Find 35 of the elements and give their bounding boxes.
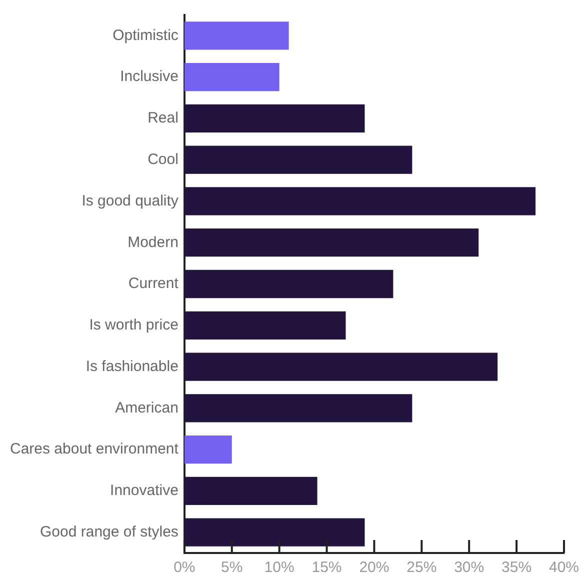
y-tick-label: Optimistic [112, 26, 179, 44]
y-tick-label: Cool [148, 150, 178, 168]
bar [184, 63, 280, 92]
bar [184, 352, 498, 381]
bar [184, 270, 394, 298]
bar [184, 476, 318, 505]
y-tick-label: Modern [128, 234, 178, 251]
bar [184, 187, 536, 216]
x-tick-label: 0% [174, 559, 196, 576]
y-tick-label: Innovative [110, 482, 178, 500]
bar [184, 394, 412, 422]
y-tick-label: Is fashionable [86, 358, 178, 375]
y-tick-label: Current [128, 275, 180, 292]
y-tick-label: Real [148, 110, 178, 127]
bar [184, 228, 479, 257]
y-tick-label: Is worth price [89, 316, 178, 334]
bar [184, 104, 365, 133]
x-tick-label: 15% [312, 559, 342, 576]
x-tick-label: 40% [548, 559, 580, 576]
x-tick-label: 20% [359, 559, 390, 576]
y-tick-label: Good range of styles [40, 523, 178, 540]
x-tick-label: 30% [454, 559, 484, 576]
y-tick-label: Cares about environment [10, 440, 180, 458]
y-tick-label: Inclusive [120, 68, 178, 86]
x-tick-label: 5% [221, 559, 243, 576]
bar [184, 146, 412, 174]
x-tick-label: 25% [406, 559, 437, 576]
bar [184, 518, 365, 546]
bar [184, 311, 346, 340]
x-tick-label: 35% [502, 559, 532, 576]
x-tick-label: 10% [264, 559, 294, 576]
bar [184, 22, 289, 50]
y-tick-label: American [115, 399, 178, 416]
y-tick-label: Is good quality [82, 192, 179, 210]
bar [184, 435, 232, 464]
